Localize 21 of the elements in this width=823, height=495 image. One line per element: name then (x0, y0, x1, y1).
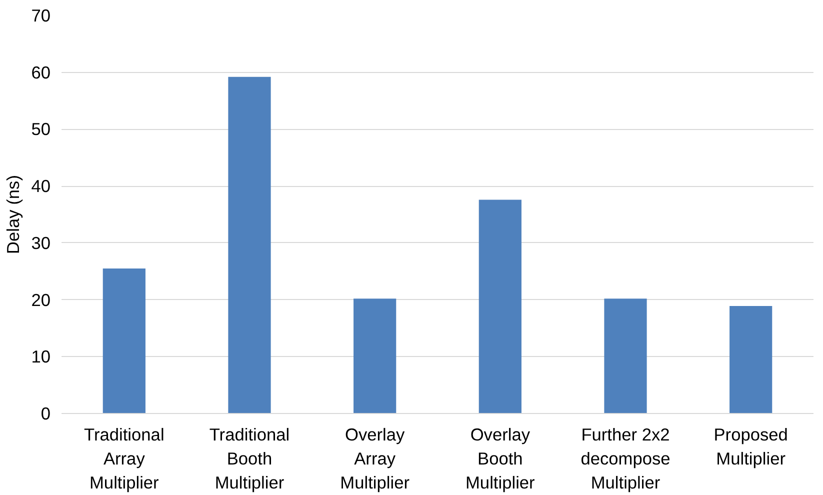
y-axis-title: Delay (ns) (3, 175, 24, 254)
bar (604, 298, 647, 414)
y-tick-label: 0 (40, 404, 51, 424)
y-tick-label: 10 (31, 346, 51, 367)
bar (478, 200, 522, 414)
x-tick-label: Traditional Booth Multiplier (209, 424, 290, 492)
bar (102, 268, 146, 414)
x-tick-label: Proposed Multiplier (714, 424, 788, 468)
x-tick-label: Overlay Array Multiplier (340, 424, 410, 492)
y-tick-label: 60 (31, 62, 51, 82)
y-tick-label: 30 (31, 232, 51, 253)
y-tick-label: 70 (31, 6, 51, 26)
x-tick-label: Traditional Array Multiplier (84, 424, 164, 492)
y-tick-label: 50 (31, 119, 51, 140)
x-tick-label: Further 2x2 decompose Multiplier (580, 424, 670, 492)
y-tick-label: 40 (31, 176, 51, 196)
x-tick-label: Overlay Booth Multiplier (466, 424, 536, 492)
bar (730, 306, 772, 414)
y-tick-label: 20 (31, 290, 51, 310)
bar (354, 298, 396, 414)
bar (228, 76, 271, 414)
